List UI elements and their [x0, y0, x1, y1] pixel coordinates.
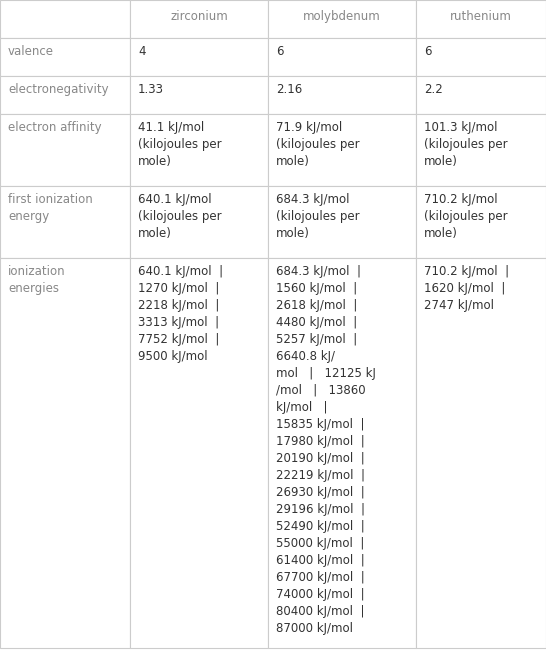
Bar — [268, 186, 416, 258]
Text: 101.3 kJ/mol
(kilojoules per
mole): 101.3 kJ/mol (kilojoules per mole) — [424, 121, 508, 168]
Bar — [130, 258, 268, 648]
Bar — [130, 186, 268, 258]
Text: 640.1 kJ/mol
(kilojoules per
mole): 640.1 kJ/mol (kilojoules per mole) — [138, 193, 222, 240]
Bar — [130, 114, 268, 186]
Text: zirconium: zirconium — [170, 10, 228, 23]
Text: 710.2 kJ/mol  |
1620 kJ/mol  |
2747 kJ/mol: 710.2 kJ/mol | 1620 kJ/mol | 2747 kJ/mol — [424, 265, 509, 312]
Text: 2.16: 2.16 — [276, 83, 302, 96]
Text: 6: 6 — [276, 45, 283, 58]
Text: 71.9 kJ/mol
(kilojoules per
mole): 71.9 kJ/mol (kilojoules per mole) — [276, 121, 360, 168]
Bar — [268, 38, 416, 76]
Text: ionization
energies: ionization energies — [8, 265, 66, 295]
Text: electron affinity: electron affinity — [8, 121, 102, 134]
Text: 684.3 kJ/mol
(kilojoules per
mole): 684.3 kJ/mol (kilojoules per mole) — [276, 193, 360, 240]
Bar — [268, 0, 416, 38]
Bar — [130, 38, 268, 76]
Text: molybdenum: molybdenum — [303, 10, 381, 23]
Text: 6: 6 — [424, 45, 431, 58]
Bar — [416, 38, 546, 76]
Text: electronegativity: electronegativity — [8, 83, 109, 96]
Text: first ionization
energy: first ionization energy — [8, 193, 93, 223]
Text: 2.2: 2.2 — [424, 83, 443, 96]
Bar — [268, 114, 416, 186]
Bar — [416, 0, 546, 38]
Bar — [416, 186, 546, 258]
Bar — [0, 114, 130, 186]
Bar — [130, 0, 268, 38]
Text: 4: 4 — [138, 45, 145, 58]
Bar — [0, 38, 130, 76]
Bar — [416, 258, 546, 648]
Bar — [130, 76, 268, 114]
Text: ruthenium: ruthenium — [450, 10, 512, 23]
Text: 1.33: 1.33 — [138, 83, 164, 96]
Text: 684.3 kJ/mol  |
1560 kJ/mol  |
2618 kJ/mol  |
4480 kJ/mol  |
5257 kJ/mol  |
6640: 684.3 kJ/mol | 1560 kJ/mol | 2618 kJ/mol… — [276, 265, 376, 635]
Bar — [268, 258, 416, 648]
Bar — [416, 114, 546, 186]
Text: valence: valence — [8, 45, 54, 58]
Text: 710.2 kJ/mol
(kilojoules per
mole): 710.2 kJ/mol (kilojoules per mole) — [424, 193, 508, 240]
Bar — [0, 186, 130, 258]
Text: 41.1 kJ/mol
(kilojoules per
mole): 41.1 kJ/mol (kilojoules per mole) — [138, 121, 222, 168]
Bar — [0, 258, 130, 648]
Bar — [0, 0, 130, 38]
Text: 640.1 kJ/mol  |
1270 kJ/mol  |
2218 kJ/mol  |
3313 kJ/mol  |
7752 kJ/mol  |
9500: 640.1 kJ/mol | 1270 kJ/mol | 2218 kJ/mol… — [138, 265, 223, 363]
Bar — [416, 76, 546, 114]
Bar — [268, 76, 416, 114]
Bar — [0, 76, 130, 114]
